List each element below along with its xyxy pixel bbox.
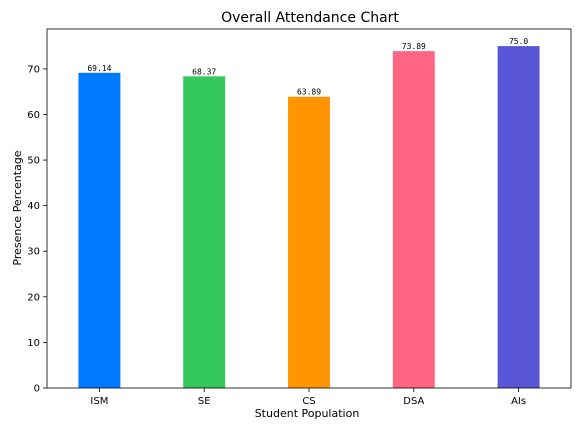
y-tick-label-70: 70	[27, 64, 40, 75]
bar-cs	[288, 96, 330, 389]
y-tick-label-40: 40	[27, 201, 40, 212]
y-tick-label-10: 10	[27, 338, 40, 349]
bar-dsa	[392, 51, 435, 388]
x-axis-label: Student Population	[255, 407, 360, 420]
value-label-ais: 75.0	[509, 37, 528, 46]
y-tick-label-0: 0	[34, 384, 40, 395]
y-axis: 0 10 20 30 40 50 60 70	[27, 64, 47, 395]
x-tick-label-cs: CS	[302, 396, 315, 407]
x-tick-label-ais: AIs	[511, 396, 526, 407]
y-tick-label-50: 50	[27, 156, 40, 167]
bar-ism	[78, 72, 121, 388]
bar-se	[183, 76, 226, 388]
y-tick-label-20: 20	[27, 292, 40, 303]
x-axis: ISM SE CS DSA AIs	[90, 388, 526, 407]
value-labels-group: 69.14 68.37 63.89 73.89 75.0	[87, 37, 528, 97]
y-tick-label-60: 60	[27, 110, 40, 121]
x-tick-label-ism: ISM	[90, 396, 108, 407]
bar-ais	[497, 46, 540, 388]
x-tick-label-se: SE	[198, 396, 211, 407]
y-tick-label-30: 30	[27, 247, 40, 258]
value-label-dsa: 73.89	[402, 42, 426, 51]
value-label-ism: 69.14	[87, 64, 111, 73]
bars-group	[78, 46, 540, 389]
value-label-se: 68.37	[192, 67, 216, 76]
x-tick-label-dsa: DSA	[403, 396, 424, 407]
value-label-cs: 63.89	[297, 88, 321, 97]
chart-title: Overall Attendance Chart	[221, 10, 399, 26]
y-axis-label: Presence Percentage	[11, 150, 24, 265]
